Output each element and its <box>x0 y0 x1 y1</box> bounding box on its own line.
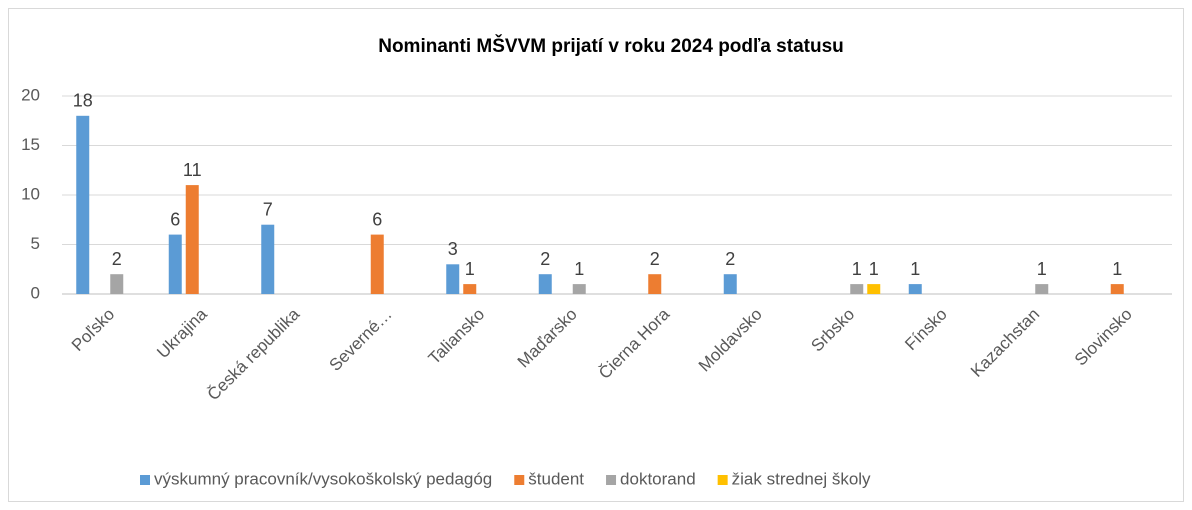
data-label: 6 <box>372 209 382 229</box>
data-label: 1 <box>465 259 475 279</box>
data-label: 1 <box>910 259 920 279</box>
bar <box>261 224 275 294</box>
bar <box>1110 284 1124 294</box>
bar <box>446 264 460 294</box>
bar <box>1035 284 1049 294</box>
bar <box>110 274 124 294</box>
data-label: 6 <box>170 209 180 229</box>
data-label: 18 <box>73 91 93 111</box>
y-tick-label: 20 <box>21 85 40 104</box>
data-label: 2 <box>112 249 122 269</box>
legend-swatch <box>717 475 728 485</box>
bar <box>572 284 586 294</box>
bar <box>76 115 90 294</box>
data-label: 1 <box>574 259 584 279</box>
chart-title: Nominanti MŠVVM prijatí v roku 2024 podľ… <box>378 35 844 57</box>
bar <box>185 185 199 294</box>
bar <box>850 284 864 294</box>
legend-swatch <box>140 475 150 485</box>
bar <box>867 284 881 294</box>
y-tick-label: 0 <box>31 283 40 302</box>
y-tick-label: 10 <box>21 184 40 203</box>
y-tick-label: 15 <box>21 135 40 154</box>
data-label: 7 <box>263 199 273 219</box>
data-label: 1 <box>1112 259 1122 279</box>
legend-label: študent <box>528 469 584 488</box>
data-label: 1 <box>852 259 862 279</box>
bar <box>370 234 384 294</box>
chart-border <box>8 8 1184 502</box>
bar <box>723 274 737 294</box>
data-label: 2 <box>650 249 660 269</box>
bar <box>463 284 477 294</box>
bar <box>908 284 922 294</box>
data-label: 2 <box>725 249 735 269</box>
data-label: 1 <box>1037 259 1047 279</box>
legend-label: výskumný pracovník/vysokoškolský pedagóg <box>154 469 492 488</box>
legend-label: žiak strednej školy <box>732 469 871 488</box>
bar <box>168 234 182 294</box>
data-label: 3 <box>448 239 458 259</box>
legend-label: doktorand <box>620 469 696 488</box>
legend-swatch <box>606 475 617 485</box>
data-label: 11 <box>183 160 202 180</box>
bar <box>538 274 552 294</box>
data-label: 2 <box>540 249 550 269</box>
y-tick-label: 5 <box>31 234 40 253</box>
data-label: 1 <box>869 259 879 279</box>
bar <box>648 274 662 294</box>
legend-swatch <box>514 475 525 485</box>
